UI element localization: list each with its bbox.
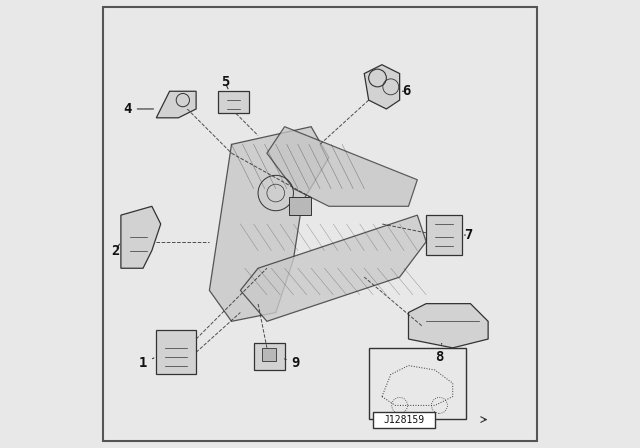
Text: 1: 1: [139, 356, 154, 370]
Text: 6: 6: [402, 84, 410, 98]
Polygon shape: [241, 215, 426, 321]
Polygon shape: [209, 127, 329, 321]
Text: 4: 4: [124, 102, 154, 116]
Polygon shape: [121, 206, 161, 268]
Polygon shape: [156, 91, 196, 118]
Bar: [289, 198, 311, 215]
Text: 7: 7: [464, 228, 472, 242]
Text: 5: 5: [221, 75, 229, 90]
Polygon shape: [426, 215, 461, 255]
Polygon shape: [364, 65, 399, 109]
Polygon shape: [267, 127, 417, 206]
Text: J128159: J128159: [383, 415, 424, 425]
Polygon shape: [156, 330, 196, 375]
Polygon shape: [408, 304, 488, 348]
Bar: [262, 348, 276, 361]
Bar: [369, 348, 466, 419]
Bar: [373, 412, 435, 427]
Text: 9: 9: [285, 356, 300, 370]
Text: 8: 8: [435, 344, 444, 364]
Polygon shape: [253, 344, 285, 370]
Text: 2: 2: [111, 244, 120, 258]
Polygon shape: [218, 91, 249, 113]
